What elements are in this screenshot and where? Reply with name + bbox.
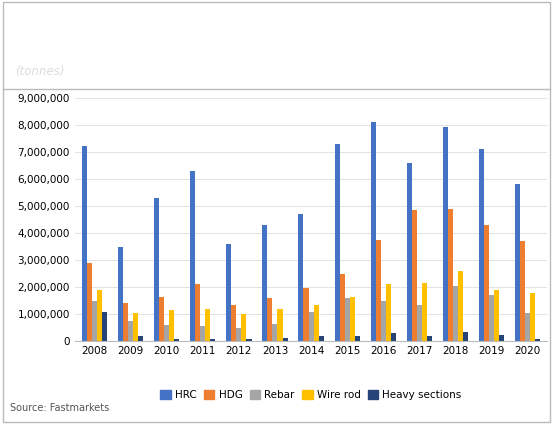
Bar [489, 295, 494, 341]
Bar [515, 184, 520, 341]
Bar [195, 285, 200, 341]
Bar [380, 301, 386, 341]
Bar [154, 198, 159, 341]
Bar [345, 298, 349, 341]
Bar [530, 293, 535, 341]
Bar [535, 339, 540, 341]
Bar [226, 244, 231, 341]
Bar [299, 214, 304, 341]
Bar [314, 305, 319, 341]
Bar [453, 286, 458, 341]
Text: Source: Fastmarkets: Source: Fastmarkets [10, 403, 109, 413]
Bar [391, 333, 396, 341]
Bar [371, 122, 375, 341]
Bar [309, 312, 314, 341]
Bar [443, 127, 448, 341]
Bar [92, 301, 97, 341]
Bar [247, 339, 252, 341]
Bar [499, 335, 504, 341]
Bar [520, 241, 525, 341]
Bar [97, 290, 102, 341]
Bar [335, 144, 340, 341]
Bar [375, 240, 380, 341]
Bar [525, 313, 530, 341]
Bar [386, 285, 391, 341]
Bar [278, 309, 283, 341]
Bar [138, 336, 143, 341]
Bar [210, 339, 216, 341]
Bar [268, 298, 273, 341]
Bar [484, 225, 489, 341]
Bar [463, 332, 468, 341]
Text: (tonnes): (tonnes) [15, 65, 64, 78]
Bar [242, 314, 247, 341]
Bar [340, 273, 345, 341]
Bar [231, 305, 236, 341]
Legend: HRC, HDG, Rebar, Wire rod, Heavy sections: HRC, HDG, Rebar, Wire rod, Heavy section… [156, 386, 466, 404]
Bar [87, 263, 92, 341]
Bar [319, 336, 324, 341]
Bar [123, 304, 128, 341]
Bar [133, 313, 138, 341]
Bar [448, 209, 453, 341]
Bar [406, 162, 412, 341]
Bar [354, 336, 360, 341]
Text: EU STEEL IMPORTS: EU STEEL IMPORTS [15, 24, 178, 39]
Bar [118, 246, 123, 341]
Bar [174, 339, 179, 341]
Bar [283, 338, 288, 341]
Bar [102, 312, 107, 341]
Bar [190, 170, 195, 341]
Bar [82, 146, 87, 341]
Bar [494, 290, 499, 341]
Bar [412, 210, 417, 341]
Bar [458, 271, 463, 341]
Bar [304, 288, 309, 341]
Bar [427, 336, 432, 341]
Bar [273, 324, 278, 341]
Bar [169, 310, 174, 341]
Bar [349, 297, 354, 341]
Bar [164, 325, 169, 341]
Bar [262, 225, 268, 341]
Bar [205, 309, 210, 341]
Bar [417, 305, 422, 341]
Bar [479, 149, 484, 341]
Bar [159, 297, 164, 341]
Bar [200, 326, 205, 341]
Bar [422, 283, 427, 341]
Bar [128, 321, 133, 341]
Bar [236, 328, 242, 341]
